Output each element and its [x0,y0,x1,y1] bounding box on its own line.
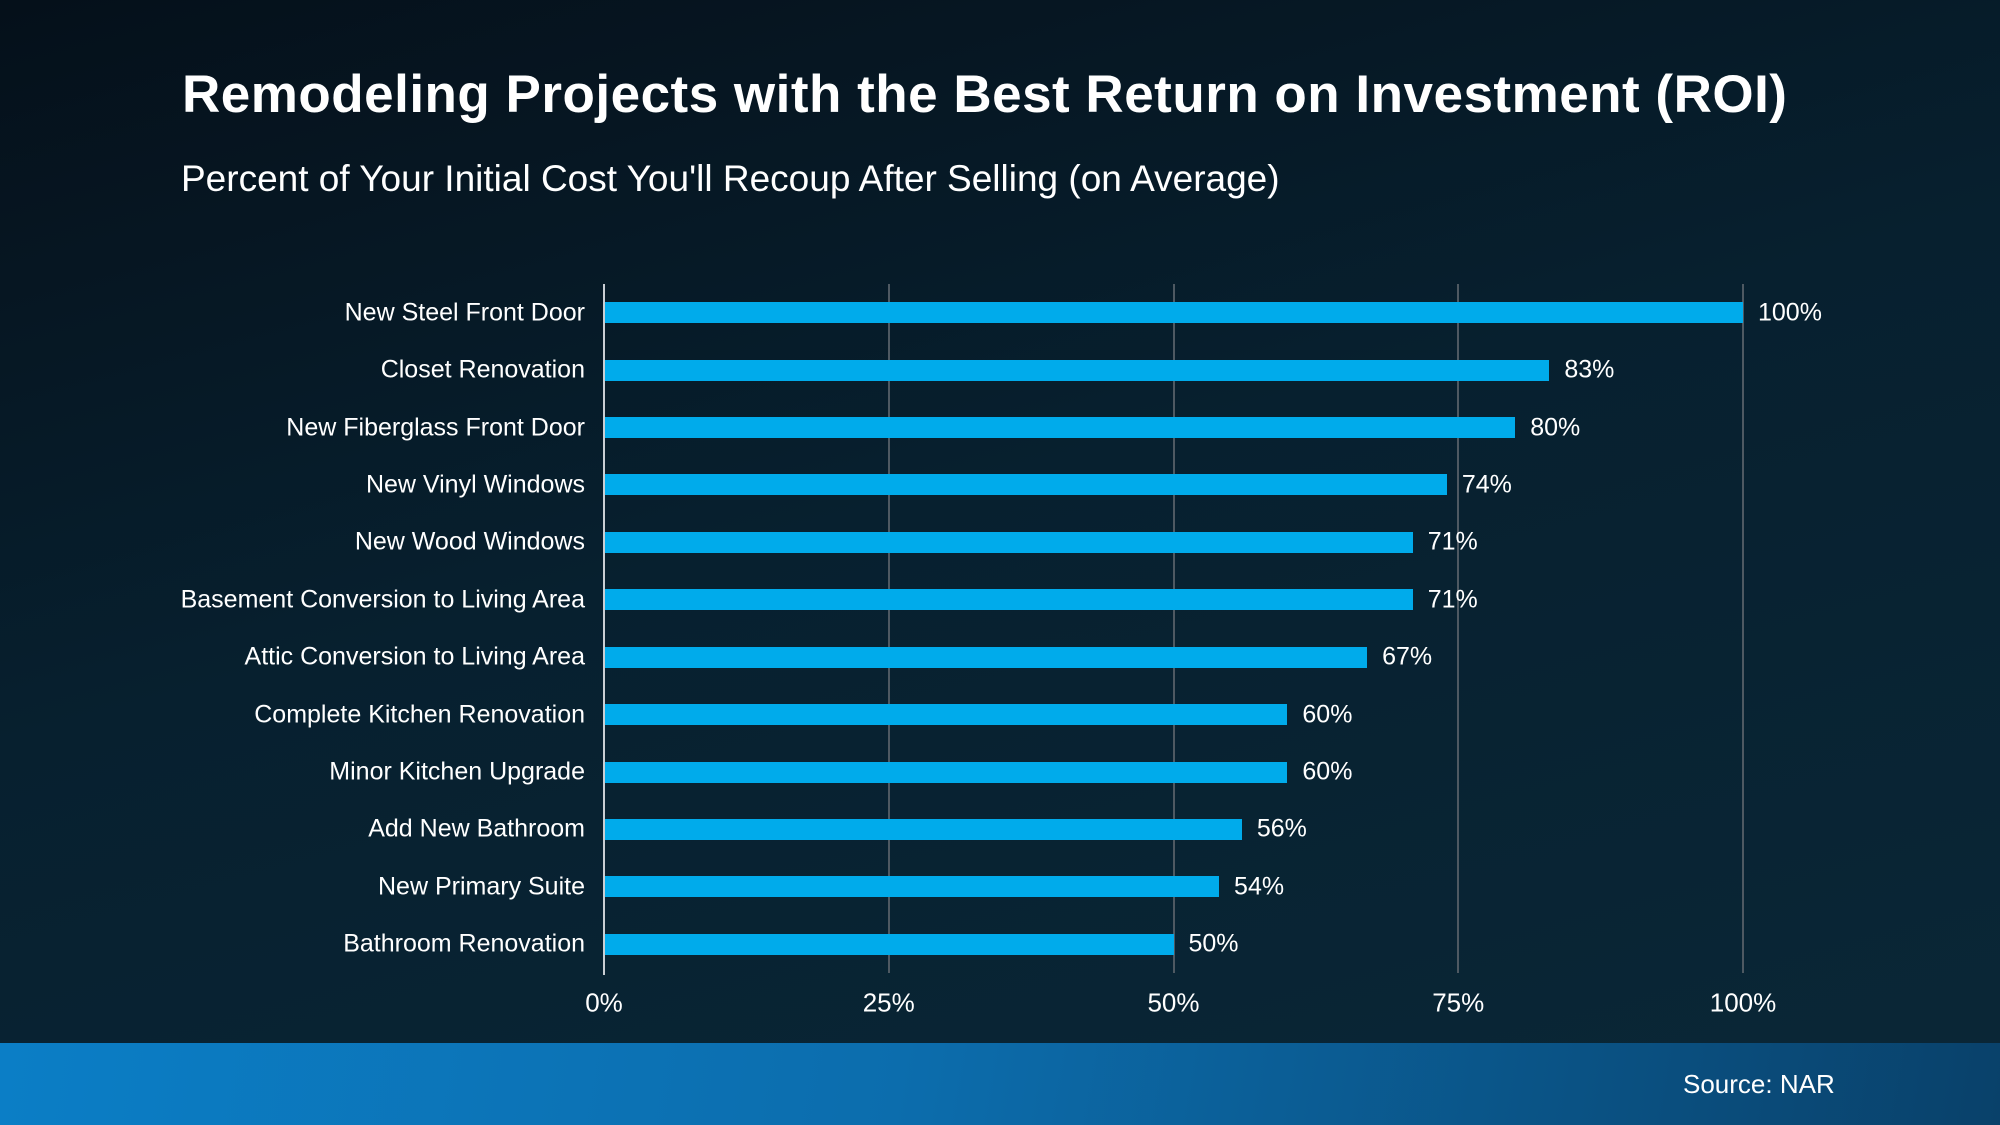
category-label: Complete Kitchen Renovation [254,699,585,728]
value-label: 67% [1382,642,1433,671]
value-label: 74% [1461,470,1512,499]
category-label: New Fiberglass Front Door [286,412,585,441]
source-label: Source: NAR [1683,1069,1835,1099]
category-label: New Wood Windows [354,527,585,556]
category-label: Bathroom Renovation [343,929,585,958]
value-label: 60% [1302,757,1353,786]
bar [605,417,1516,439]
bar [605,761,1288,783]
bar [605,876,1220,898]
footer-bar: Source: NAR [0,1043,2000,1125]
value-label: 71% [1427,585,1478,614]
chart-subtitle: Percent of Your Initial Cost You'll Reco… [181,158,1280,199]
value-label: 100% [1758,297,1822,326]
x-tick-label: 50% [1147,987,1200,1018]
value-label: 50% [1188,929,1239,958]
bar [605,359,1550,381]
value-label: 80% [1530,412,1581,441]
x-tick-label: 75% [1432,987,1485,1018]
category-label: New Primary Suite [378,872,585,901]
category-label: New Vinyl Windows [365,470,585,499]
bar [605,933,1174,955]
category-label: Attic Conversion to Living Area [244,642,585,671]
bar [605,531,1413,553]
category-label: New Steel Front Door [344,297,585,326]
y-axis-line [603,284,605,975]
category-label: Add New Bathroom [368,814,585,843]
value-label: 71% [1427,527,1478,556]
value-label: 60% [1302,699,1353,728]
bar [605,646,1368,668]
category-label: Basement Conversion to Living Area [180,585,585,614]
gridline-100% [1742,284,1744,973]
category-label: Closet Renovation [380,355,585,384]
value-label: 83% [1564,355,1615,384]
value-label: 54% [1234,872,1285,901]
category-label: Minor Kitchen Upgrade [329,757,585,786]
x-tick-label: 0% [585,987,623,1018]
gridline-75% [1457,284,1460,973]
gridline-25% [887,284,890,973]
bar [605,704,1288,726]
chart-title: Remodeling Projects with the Best Return… [182,65,1788,124]
bar [605,474,1447,496]
gridline-50% [1172,284,1175,973]
bar [605,818,1242,840]
value-label: 56% [1256,814,1307,843]
plot-area [603,284,1744,975]
x-tick-label: 100% [1709,987,1777,1018]
bar [605,589,1413,611]
bar [605,302,1743,324]
x-tick-label: 25% [862,987,915,1018]
